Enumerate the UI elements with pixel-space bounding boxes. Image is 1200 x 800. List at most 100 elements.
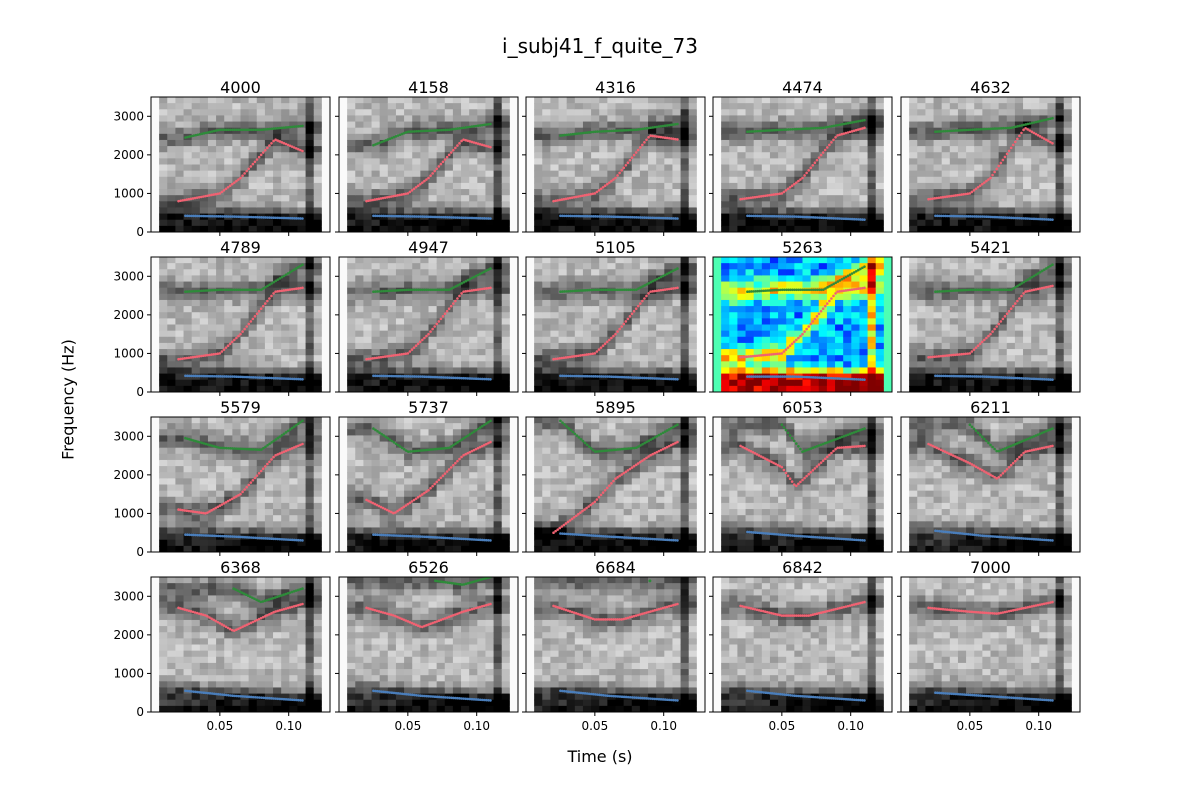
panel-frame	[150, 256, 331, 393]
spectrogram-image	[339, 257, 518, 392]
formant-f1-track	[372, 689, 492, 702]
panel-6684: 6684 0.05 0.10	[522, 558, 706, 733]
panel-5737: 5737	[335, 398, 519, 556]
y-tick-label: 1000	[113, 506, 144, 520]
panel-frame	[900, 96, 1081, 233]
y-tick-label: 3000	[113, 589, 144, 603]
panel-title: 6368	[220, 558, 261, 577]
panel-5105: 5105	[522, 238, 706, 396]
formant-f3-track	[780, 423, 866, 454]
formant-f3-track	[232, 587, 304, 604]
formant-f3-track	[968, 423, 1054, 453]
spectrogram-image	[901, 417, 1080, 552]
panel-frame	[712, 416, 893, 553]
spectrogram-image	[713, 417, 892, 552]
formant-f2-track	[552, 602, 679, 621]
y-tick-label: 2000	[113, 148, 144, 162]
formant-f2-track	[552, 134, 679, 203]
panel-4000: 4000 0 1000 2000 3000	[113, 78, 331, 239]
panel-6053: 6053	[709, 398, 893, 556]
panel-6211: 6211	[897, 398, 1081, 556]
y-tick-label: 0	[136, 705, 144, 719]
formant-f3-track	[372, 419, 492, 453]
formant-f2-track	[177, 286, 304, 361]
panel-frame	[150, 576, 331, 713]
formant-f1-track	[934, 374, 1054, 381]
formant-f1-track	[559, 374, 679, 381]
formant-f3-track	[746, 118, 866, 134]
panel-frame	[712, 96, 893, 233]
panel-frame	[525, 256, 706, 393]
panel-title: 4947	[408, 238, 449, 257]
panel-title: 5421	[970, 238, 1011, 257]
formant-f1-track	[559, 214, 679, 220]
formant-f2-track	[552, 440, 679, 535]
panel-title: 6684	[595, 558, 636, 577]
x-tick-label: 0.10	[463, 719, 490, 733]
spectrogram-image	[526, 577, 705, 712]
formant-f3-track	[559, 122, 679, 137]
panel-frame	[712, 576, 893, 713]
y-tick-label: 0	[136, 225, 144, 239]
x-tick-label: 0.10	[275, 719, 302, 733]
y-axis-label: Frequency (Hz)	[58, 339, 78, 460]
formant-f1-track	[746, 689, 866, 702]
formant-f1-track	[184, 689, 304, 702]
panel-6526: 6526 0.05 0.10	[335, 558, 519, 733]
panel-title: 4789	[220, 238, 261, 257]
y-tick-label: 2000	[113, 628, 144, 642]
formant-f1-track	[559, 689, 679, 702]
formant-f2-track	[739, 600, 866, 617]
y-tick-label: 3000	[113, 269, 144, 283]
panel-frame	[525, 576, 706, 713]
panel-frame	[525, 96, 706, 233]
panel-frame	[338, 576, 519, 713]
formant-f2-track	[552, 286, 679, 361]
panel-frame	[712, 256, 893, 393]
panel-6842: 6842 0.05 0.10	[709, 558, 893, 733]
spectrogram-image	[713, 577, 892, 712]
y-tick-label: 2000	[113, 308, 144, 322]
formant-f1-track	[184, 533, 304, 542]
panel-4632: 4632	[897, 78, 1081, 236]
spectrogram-image	[526, 97, 705, 232]
x-tick-label: 0.10	[650, 719, 677, 733]
y-tick-label: 3000	[113, 109, 144, 123]
formant-f1-track	[934, 691, 1054, 702]
x-tick-label: 0.05	[206, 719, 233, 733]
formant-f3-track	[559, 419, 679, 453]
formant-f3-track	[184, 124, 304, 139]
panel-7000: 7000 0.05 0.10	[897, 558, 1081, 733]
formant-f3-track	[934, 116, 1054, 134]
panel-5421: 5421	[897, 238, 1081, 396]
formant-f1-track	[559, 532, 679, 542]
spectrogram-image	[901, 577, 1080, 712]
panel-4316: 4316	[522, 78, 706, 236]
panel-title: 7000	[970, 558, 1011, 577]
x-axis-label: Time (s)	[567, 747, 633, 766]
formant-f3-track	[648, 579, 652, 583]
y-tick-label: 1000	[113, 186, 144, 200]
panel-frame	[150, 416, 331, 553]
panel-title: 5105	[595, 238, 636, 257]
panel-title: 4632	[970, 78, 1011, 97]
panel-title: 6526	[408, 558, 449, 577]
panel-frame	[150, 96, 331, 233]
panel-title: 4158	[408, 78, 449, 97]
formant-f3-track	[559, 267, 679, 294]
panel-title: 5737	[408, 398, 449, 417]
spectrogram-image	[713, 97, 892, 232]
panel-4789: 4789 0 1000 2000 3000	[113, 238, 331, 399]
formant-f3-track	[184, 263, 304, 294]
panel-frame	[338, 96, 519, 233]
formant-f1-track	[184, 374, 304, 381]
x-tick-label: 0.05	[956, 719, 983, 733]
spectrogram-image	[339, 577, 518, 712]
spectrogram-image	[526, 257, 705, 392]
formant-f1-track	[746, 530, 866, 542]
formant-f1-track	[372, 374, 492, 381]
spectrogram-image	[901, 97, 1080, 232]
formant-f1-track	[934, 529, 1054, 542]
formant-f3-track	[746, 265, 866, 294]
